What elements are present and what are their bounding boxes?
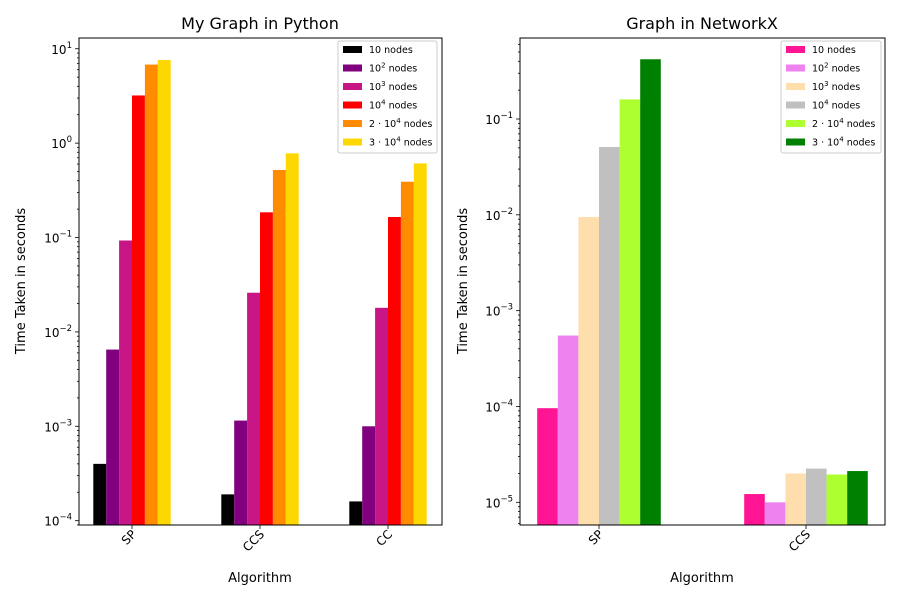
python-legend-swatch — [343, 101, 362, 109]
networkx-ytick-label: 10−3 — [485, 303, 513, 319]
networkx-ytick-label: 10−4 — [485, 398, 513, 414]
networkx-bar — [640, 59, 661, 525]
networkx-legend-label: 102 nodes — [812, 62, 860, 75]
python-legend: 10 nodes 102 nodes 103 nodes 104 nodes 2 · 1… — [337, 40, 438, 154]
python-bar — [93, 463, 107, 525]
networkx-bar — [826, 474, 848, 525]
python-bar — [144, 64, 158, 525]
networkx-bar — [806, 468, 827, 525]
python-axes-frame — [78, 37, 443, 526]
chart-networkx-title: Graph in NetworkX — [626, 14, 778, 33]
python-legend-swatch — [343, 83, 362, 90]
networkx-ytick-label: 10−2 — [485, 207, 513, 223]
python-legend-swatch — [343, 46, 362, 53]
networkx-legend-label: 103 nodes — [812, 80, 860, 93]
networkx-bar — [537, 408, 558, 525]
python-legend-label: 2 · 104 nodes — [369, 117, 432, 130]
networkx-bar — [847, 471, 868, 525]
networkx-bar — [619, 99, 641, 526]
python-bar — [132, 95, 145, 526]
python-legend-box — [337, 40, 438, 154]
python-ytick-label: 10−1 — [44, 230, 72, 246]
python-bar — [362, 426, 376, 525]
chart-networkx: Graph in NetworkX Algorithm Time Taken i… — [456, 14, 886, 586]
chart-python-title: My Graph in Python — [181, 14, 339, 33]
networkx-legend-label: 3 · 104 nodes — [812, 136, 875, 149]
python-legend-label: 10 nodes — [369, 45, 413, 56]
networkx-bar — [578, 216, 599, 525]
python-bar — [413, 163, 427, 525]
networkx-bar — [764, 502, 786, 525]
python-ytick-label: 10−4 — [44, 513, 72, 529]
python-bar — [260, 212, 273, 525]
python-legend-swatch — [343, 64, 362, 72]
networkx-ytick-label: 10−5 — [485, 494, 513, 510]
python-legend-label: 104 nodes — [369, 99, 417, 112]
networkx-legend-box — [780, 40, 882, 154]
python-bar — [349, 501, 363, 525]
networkx-legend-swatch — [786, 101, 805, 109]
python-bar — [285, 153, 299, 525]
networkx-legend-label: 2 · 104 nodes — [812, 117, 875, 130]
networkx-bar — [744, 494, 765, 525]
python-bar — [221, 494, 235, 525]
python-bar — [157, 60, 171, 525]
python-bar — [119, 240, 132, 525]
python-bar — [247, 292, 260, 525]
networkx-legend-swatch — [786, 83, 805, 90]
networkx-legend-swatch — [786, 64, 805, 72]
python-bar — [234, 420, 248, 525]
python-bar — [400, 181, 414, 526]
networkx-bar — [557, 335, 579, 525]
chart-networkx-ylabel: Time Taken in seconds — [456, 208, 471, 355]
chart-networkx-xlabel: Algorithm — [670, 571, 734, 586]
networkx-legend-label: 104 nodes — [812, 99, 860, 112]
python-ytick-label: 10−2 — [44, 324, 72, 340]
python-ytick-label: 10−3 — [44, 418, 72, 434]
python-bar — [388, 217, 401, 525]
python-legend-label: 3 · 104 nodes — [369, 136, 432, 149]
networkx-legend-swatch — [786, 138, 805, 146]
python-legend-label: 102 nodes — [369, 62, 417, 75]
networkx-legend: 10 nodes 102 nodes 103 nodes 104 nodes 2 · 1… — [780, 40, 882, 154]
chart-python-ylabel: Time Taken in seconds — [14, 208, 29, 355]
networkx-bar — [785, 473, 806, 525]
chart-python: My Graph in Python Algorithm Time Taken … — [14, 14, 443, 586]
networkx-legend-swatch — [786, 120, 805, 127]
networkx-legend-swatch — [786, 46, 805, 53]
python-ytick-label: 101 — [51, 41, 72, 57]
python-legend-swatch — [343, 120, 362, 127]
networkx-legend-label: 10 nodes — [812, 45, 856, 56]
python-bar — [375, 307, 388, 525]
networkx-axes-frame — [519, 37, 886, 526]
networkx-bar — [599, 147, 620, 525]
python-bar — [106, 349, 120, 525]
chart-python-xlabel: Algorithm — [228, 571, 292, 586]
networkx-ytick-label: 10−1 — [485, 111, 513, 127]
python-bar — [272, 169, 286, 525]
python-legend-label: 103 nodes — [369, 80, 417, 93]
python-legend-swatch — [343, 138, 362, 146]
python-ytick-label: 100 — [51, 135, 72, 151]
